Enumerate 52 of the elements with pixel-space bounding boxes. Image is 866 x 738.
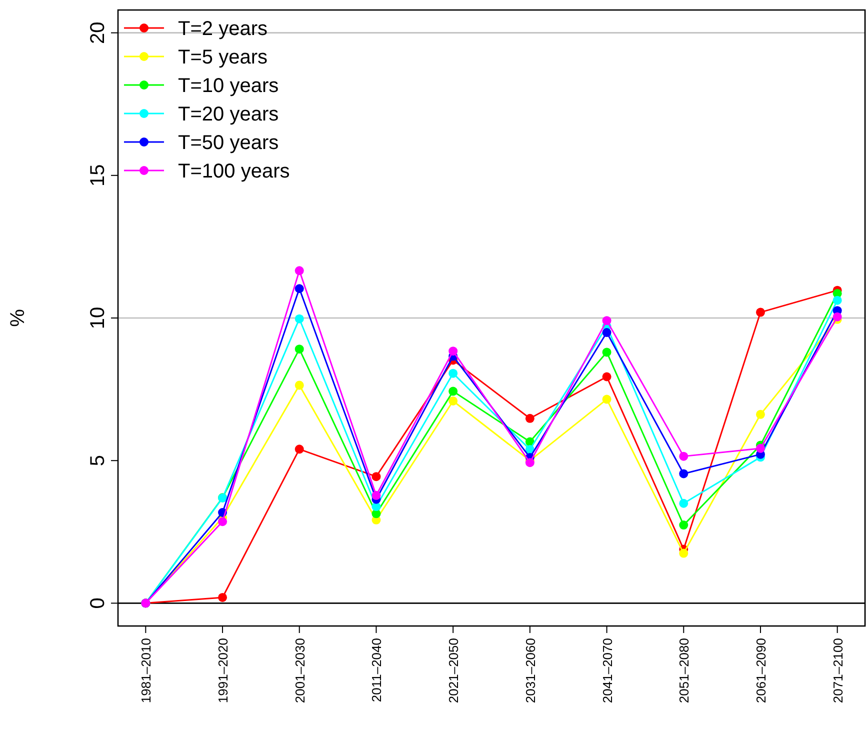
legend-label: T=100 years: [178, 160, 290, 182]
y-tick-label: 20: [87, 22, 109, 44]
point: [218, 592, 228, 602]
point: [602, 316, 612, 326]
point: [602, 328, 612, 338]
legend-label: T=5 years: [178, 46, 268, 68]
legend-label: T=50 years: [178, 132, 279, 154]
point: [525, 414, 534, 423]
x-tick-label: 2071–2100: [830, 638, 846, 704]
point: [218, 517, 228, 526]
point: [294, 344, 304, 354]
x-tick-label: 2021–2050: [446, 638, 462, 704]
point: [602, 372, 612, 382]
point: [294, 266, 304, 276]
legend-label: T=2 years: [178, 18, 268, 40]
x-tick-label: 2061–2090: [753, 638, 768, 704]
point: [756, 444, 765, 453]
point: [448, 368, 458, 378]
legend-label: T=10 years: [178, 75, 279, 97]
legend-label: T=20 years: [178, 104, 279, 126]
point: [448, 396, 458, 406]
point: [448, 386, 458, 396]
point: [832, 296, 842, 305]
point: [602, 394, 612, 404]
point: [756, 410, 765, 419]
point: [679, 452, 688, 461]
point: [679, 498, 688, 508]
point: [294, 314, 304, 324]
point: [294, 380, 304, 390]
point: [294, 284, 304, 294]
point: [756, 308, 765, 317]
point: [679, 469, 688, 478]
y-tick-label: 10: [87, 306, 109, 330]
y-tick-label: 15: [87, 164, 109, 187]
x-tick-label: 2041–2070: [600, 638, 615, 704]
x-tick-label: 2011–2040: [369, 638, 384, 702]
point: [679, 520, 688, 530]
point: [448, 346, 458, 356]
point: [294, 444, 304, 454]
point: [602, 348, 612, 357]
point: [372, 472, 381, 482]
x-tick-label: 2051–2080: [676, 638, 692, 704]
y-tick-label: 0: [87, 598, 109, 609]
point: [679, 548, 688, 558]
point: [832, 312, 842, 322]
x-tick-label: 1991–2020: [216, 638, 231, 704]
point: [372, 490, 381, 500]
x-tick-label: 1981–2010: [138, 638, 154, 704]
x-tick-label: 2001–2030: [292, 638, 308, 704]
y-tick-label: 5: [87, 455, 109, 466]
x-tick-label: 2031–2060: [522, 638, 538, 704]
y-axis-title: %: [7, 308, 29, 327]
